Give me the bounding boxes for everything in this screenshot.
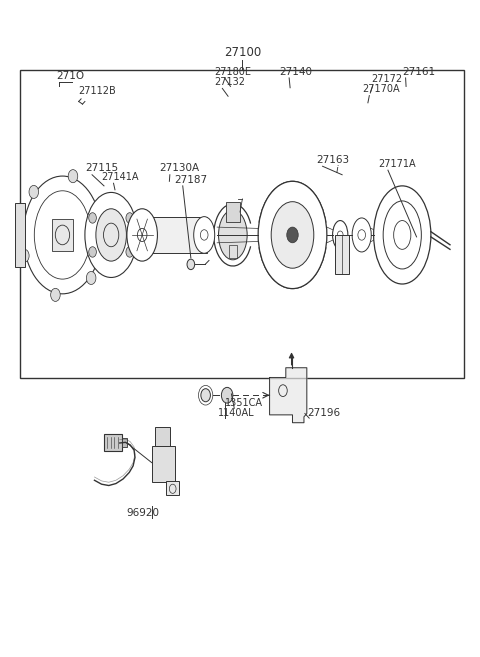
Circle shape [68,170,78,183]
Circle shape [51,288,60,302]
Circle shape [126,213,133,223]
Ellipse shape [85,193,137,277]
Bar [140,217,206,253]
Bar [21,70,464,378]
Text: 27130A: 27130A [159,164,199,173]
Circle shape [95,203,104,215]
Circle shape [89,213,96,223]
Bar [122,438,127,447]
Text: 27141A: 27141A [102,172,139,182]
Ellipse shape [258,181,327,288]
Bar [166,481,180,495]
Text: 27163: 27163 [316,155,349,165]
Text: 271O: 271O [56,71,84,81]
Text: 1140AL: 1140AL [217,408,254,418]
Circle shape [126,247,133,257]
Text: 27187: 27187 [174,175,207,185]
Bar [104,434,122,451]
Ellipse shape [373,186,431,284]
Text: 27112B: 27112B [79,86,117,97]
Text: 27161: 27161 [402,66,435,77]
Text: 27172: 27172 [371,74,402,85]
Text: 27180E: 27180E [214,66,251,77]
Circle shape [89,247,96,257]
Text: i: i [336,165,338,175]
Circle shape [287,227,298,243]
Bar [229,245,237,258]
Bar [152,446,175,482]
Bar [226,202,240,222]
Ellipse shape [271,202,314,268]
Ellipse shape [24,176,102,294]
Circle shape [86,271,96,284]
Bar [336,235,349,274]
Circle shape [20,249,29,262]
Text: 27132: 27132 [215,77,246,87]
Ellipse shape [333,221,348,250]
Ellipse shape [127,209,157,261]
Ellipse shape [352,218,371,252]
Text: 27140: 27140 [279,66,312,77]
Text: 1351CA: 1351CA [225,398,263,408]
Circle shape [29,185,38,198]
Polygon shape [270,368,307,422]
Text: 27100: 27100 [224,46,261,59]
Circle shape [221,388,233,403]
Text: 27171A: 27171A [378,159,416,169]
Ellipse shape [96,209,126,261]
Circle shape [201,389,210,402]
Text: 96920: 96920 [127,509,160,518]
Ellipse shape [194,217,215,253]
Bar [52,219,73,251]
Bar [155,426,170,446]
Ellipse shape [218,210,247,260]
Text: 27170A: 27170A [363,84,400,95]
Text: 27115: 27115 [85,164,118,173]
Bar [15,202,25,267]
Text: 27196: 27196 [307,408,340,418]
Circle shape [187,259,195,269]
